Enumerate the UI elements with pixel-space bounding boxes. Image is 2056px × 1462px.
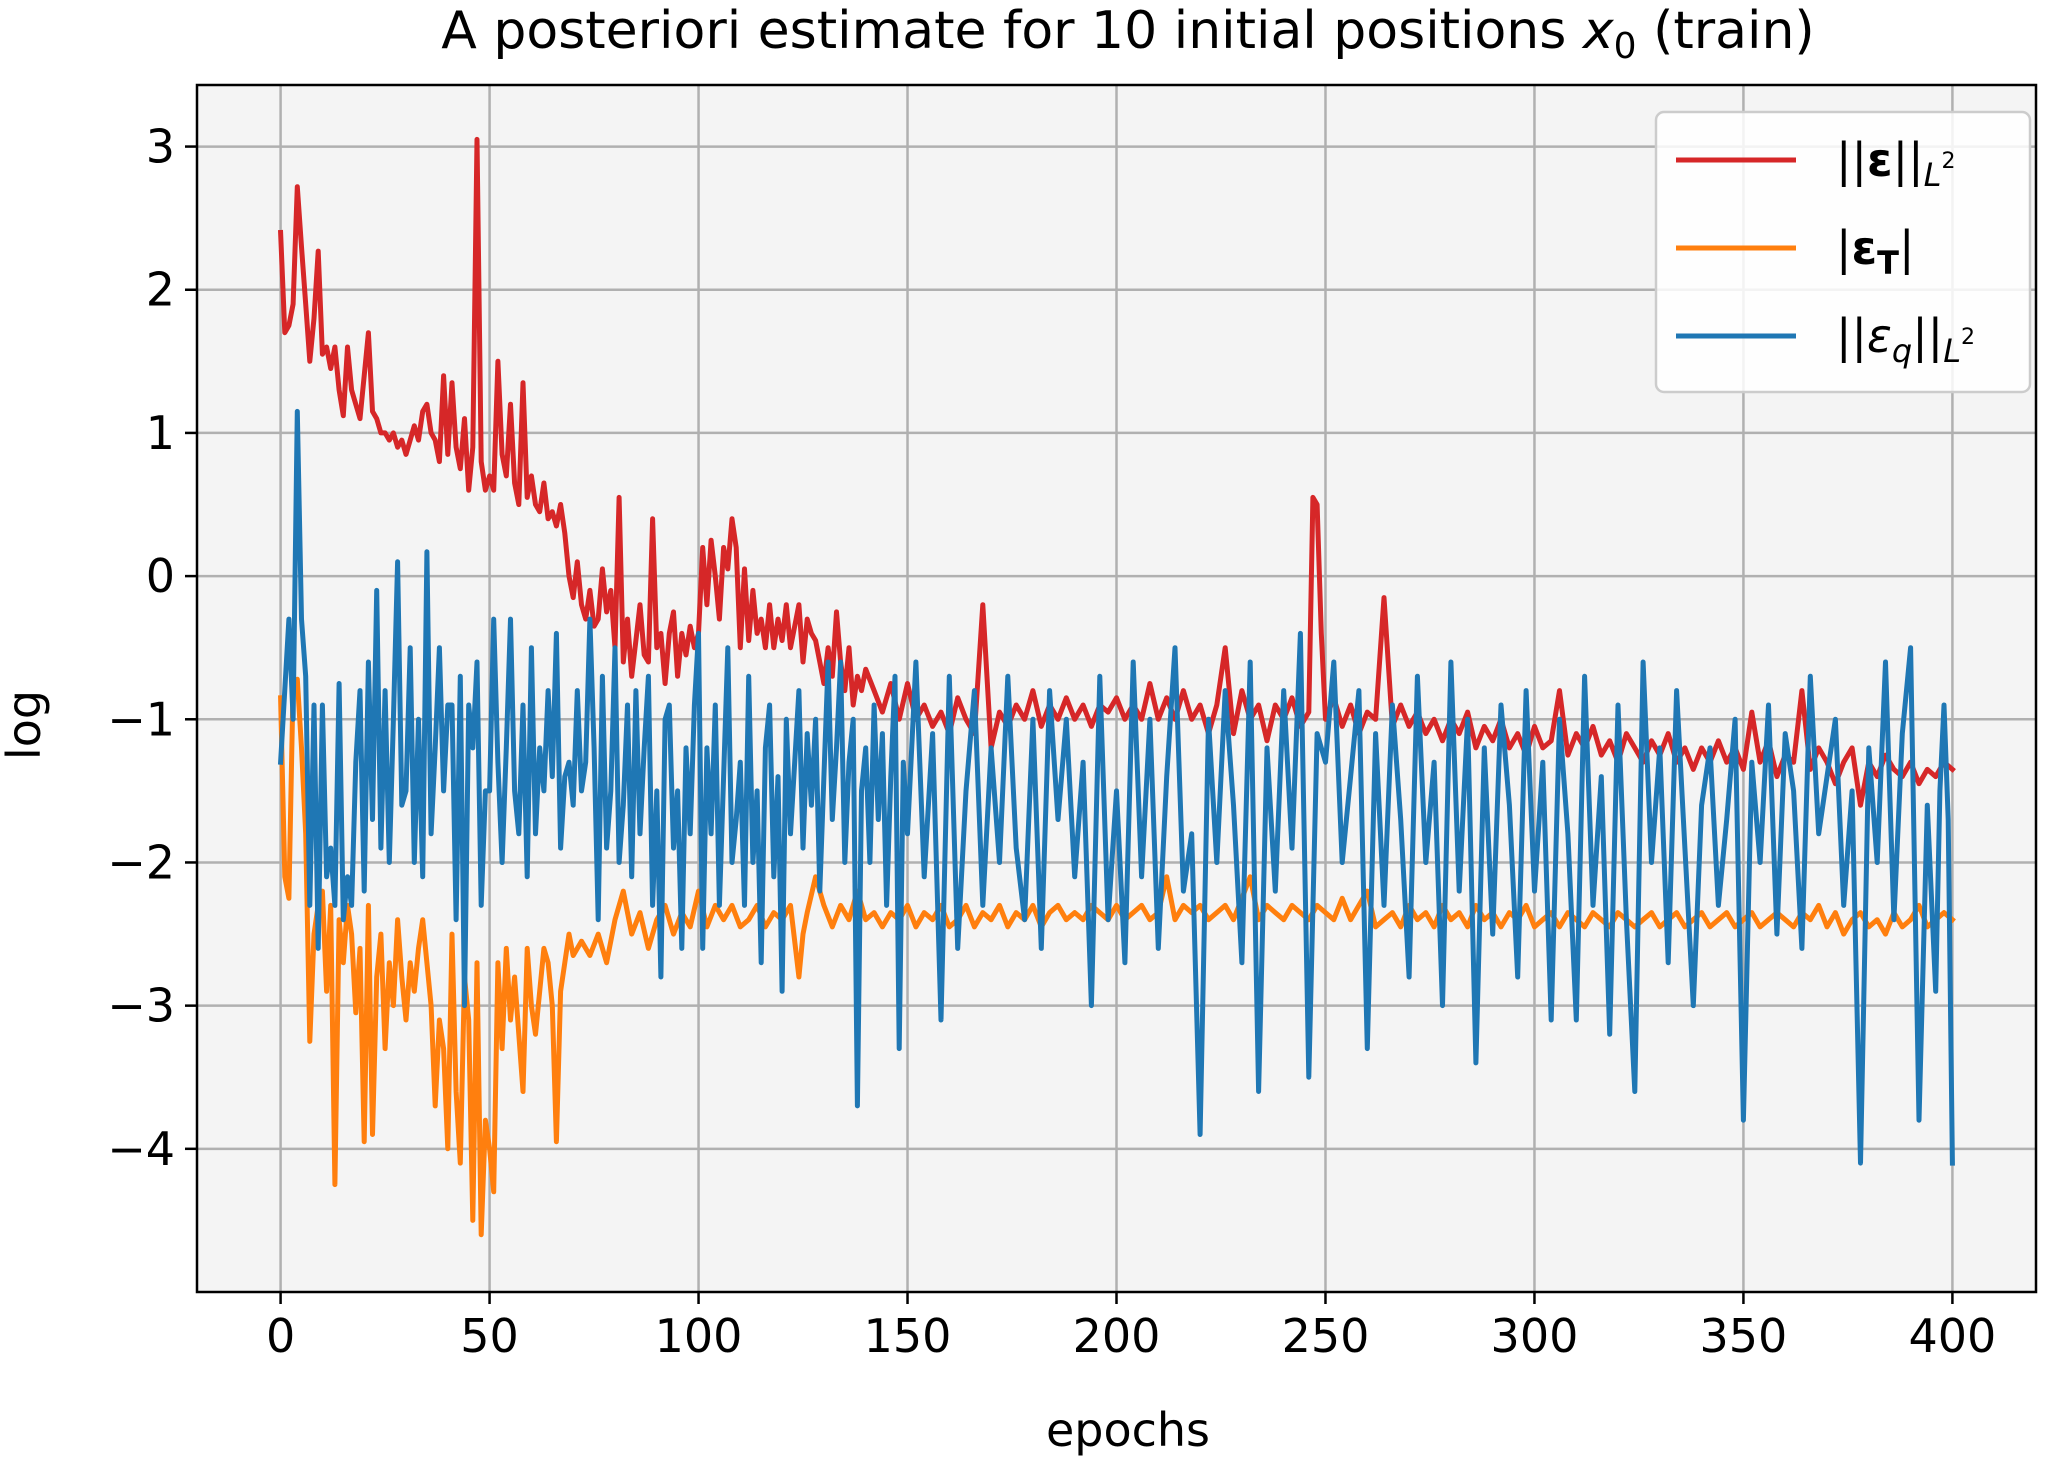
x-tick-label: 350 [1700,1309,1788,1363]
y-tick-label: −3 [107,979,175,1033]
axis-ticks: 0 50 100 150 200 250 300 350 400 3 2 1 0 −1 −2 −3 −4 [107,120,1996,1363]
series-line-eps_T [278,676,1956,1238]
chart-title-sub: 0 [1614,26,1637,67]
y-axis-label: log [0,690,51,760]
x-tick-label: 200 [1073,1309,1161,1363]
chart-title: A posteriori estimate for 10 initial pos… [441,1,1814,67]
y-tick-label: −2 [107,835,175,889]
series-line-eps_l2 [277,136,1956,808]
x-tick-label: 250 [1282,1309,1370,1363]
x-tick-label: 50 [460,1309,519,1363]
series-lines [277,136,1956,1238]
y-tick-label: 1 [146,406,175,460]
legend-label-eps_T: |εT| [1836,221,1914,282]
legend-label-eps_q_l2: ||εq||L2 [1836,309,1975,370]
y-tick-label: 0 [146,549,175,603]
x-tick-label: 100 [655,1309,743,1363]
x-tick-label: 0 [266,1309,295,1363]
chart-title-suffix: (train) [1637,1,1815,61]
y-tick-label: 2 [146,263,175,317]
x-tick-label: 400 [1909,1309,1997,1363]
y-tick-label: −4 [107,1122,175,1176]
y-tick-label: 3 [146,120,175,174]
chart-title-var: x [1581,1,1615,61]
x-tick-label: 300 [1491,1309,1579,1363]
legend-box [1654,110,2032,394]
y-tick-label: −1 [107,692,175,746]
x-axis-label: epochs [1046,1403,1210,1457]
x-tick-label: 150 [864,1309,952,1363]
legend-label-eps_l2: ||ε||L2 [1836,133,1955,194]
legend: ||ε||L2 |εT| ||εq||L2 [1654,110,2032,394]
series-line-eps_q_l2 [277,408,1955,1166]
chart-title-prefix: A posteriori estimate for 10 initial pos… [441,1,1583,61]
